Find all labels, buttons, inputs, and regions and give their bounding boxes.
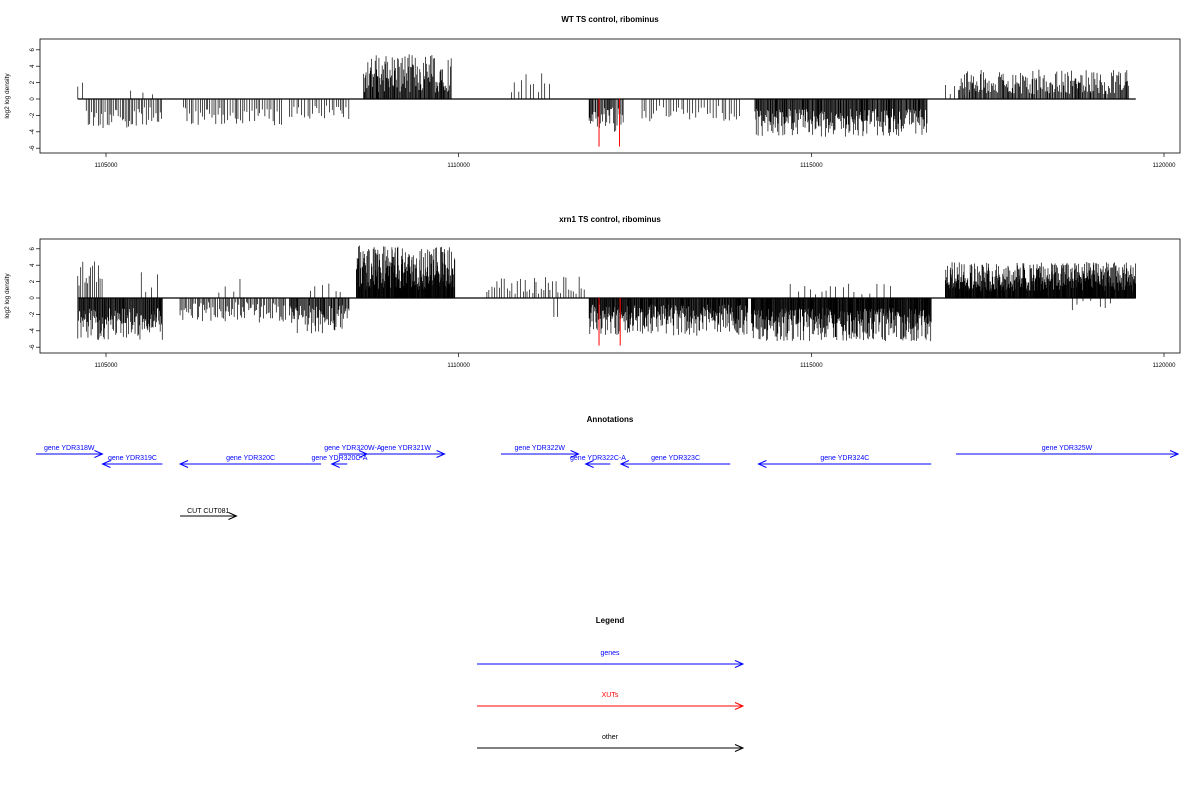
arrow-head-icon [1169, 450, 1180, 458]
y-axis-ticks: 6 4 2 0 -2 -4 -6 [30, 47, 40, 151]
y-tick-label: 2 [30, 279, 36, 283]
y-tick-label: 2 [30, 80, 36, 84]
x-tick-label: 1105000 [95, 363, 119, 369]
gene-label: gene YDR318W [44, 445, 95, 452]
gene-label: gene YDR320C [226, 455, 275, 462]
gene-label: gene YDR320W-A [324, 445, 382, 452]
plot-frame [39, 238, 1181, 354]
other-feature-label: CUT CUT081 [187, 508, 229, 515]
arrow-head-icon [94, 450, 104, 458]
annotation-arrows: gene YDR318W gene YDR319C gene YDR320C gene… [36, 445, 1180, 520]
y-tick-label: -6 [30, 145, 36, 151]
x-tick-label: 1120000 [1153, 363, 1177, 369]
gene-label: gene YDR325W [1042, 445, 1093, 452]
x-tick-label: 1115000 [800, 163, 823, 169]
x-axis-ticks: 1105000 1110000 1115000 1120000 [95, 353, 1177, 369]
legend-title: Legend [596, 616, 625, 625]
arrow-head-icon [330, 460, 340, 468]
arrow-head-icon [436, 450, 446, 458]
y-tick-label: -6 [30, 344, 36, 350]
x-tick-label: 1110000 [447, 363, 470, 369]
arrow-head-icon [734, 702, 745, 710]
y-tick-label: 0 [30, 296, 36, 300]
arrow-head-icon [228, 512, 238, 520]
legend-label: genes [600, 650, 620, 657]
x-tick-label: 1115000 [800, 363, 823, 369]
y-axis-label: log2 log density [4, 273, 11, 319]
gene-label: gene YDR319C [108, 455, 157, 462]
panel-title: WT TS control, ribominus [561, 15, 659, 24]
legend-label: other [602, 734, 619, 741]
arrow-head-icon [178, 460, 189, 468]
density-bars [77, 245, 1137, 346]
y-tick-label: -2 [30, 311, 36, 317]
wt-density-panel: WT TS control, ribominus log2 log densit… [4, 15, 1181, 169]
x-tick-label: 1105000 [95, 163, 119, 169]
arrow-head-icon [619, 460, 630, 468]
gene-label: gene YDR320C-A [312, 455, 368, 462]
plot-frame [39, 38, 1181, 154]
y-tick-label: 0 [30, 97, 36, 101]
legend-items: genes XUTs other [477, 650, 745, 752]
arrow-head-icon [358, 450, 369, 458]
arrow-head-icon [584, 460, 594, 468]
legend-label: XUTs [602, 692, 619, 699]
y-tick-label: 6 [30, 246, 36, 250]
gene-label: gene YDR324C [820, 455, 869, 462]
y-tick-label: 4 [30, 263, 36, 267]
panel-title: xrn1 TS control, ribominus [559, 215, 661, 224]
y-tick-label: 4 [30, 64, 36, 68]
gene-label: gene YDR322C-A [570, 455, 626, 462]
y-tick-label: -2 [30, 112, 36, 118]
xrn1-density-panel: xrn1 TS control, ribominus log2 log dens… [4, 215, 1181, 369]
y-tick-label: -4 [30, 128, 36, 134]
arrow-head-icon [757, 460, 767, 468]
annotations-title: Annotations [587, 415, 634, 424]
x-tick-label: 1110000 [447, 163, 470, 169]
arrow-head-icon [734, 744, 745, 752]
gene-label: gene YDR321W [381, 445, 432, 452]
y-tick-label: -4 [30, 327, 36, 333]
gene-label: gene YDR323C [651, 455, 700, 462]
arrow-head-icon [734, 660, 745, 668]
gene-label: gene YDR322W [515, 445, 566, 452]
arrow-head-icon [101, 460, 111, 468]
y-axis-label: log2 log density [4, 73, 11, 119]
legend-panel: Legend genes XUTs other [477, 616, 745, 752]
arrow-head-icon [570, 450, 580, 458]
y-axis-ticks: 6 4 2 0 -2 -4 -6 [30, 246, 40, 350]
density-bars [77, 54, 1136, 147]
y-tick-label: 6 [30, 47, 36, 51]
x-tick-label: 1120000 [1153, 163, 1177, 169]
x-axis-ticks: 1105000 1110000 1115000 1120000 [95, 153, 1177, 169]
